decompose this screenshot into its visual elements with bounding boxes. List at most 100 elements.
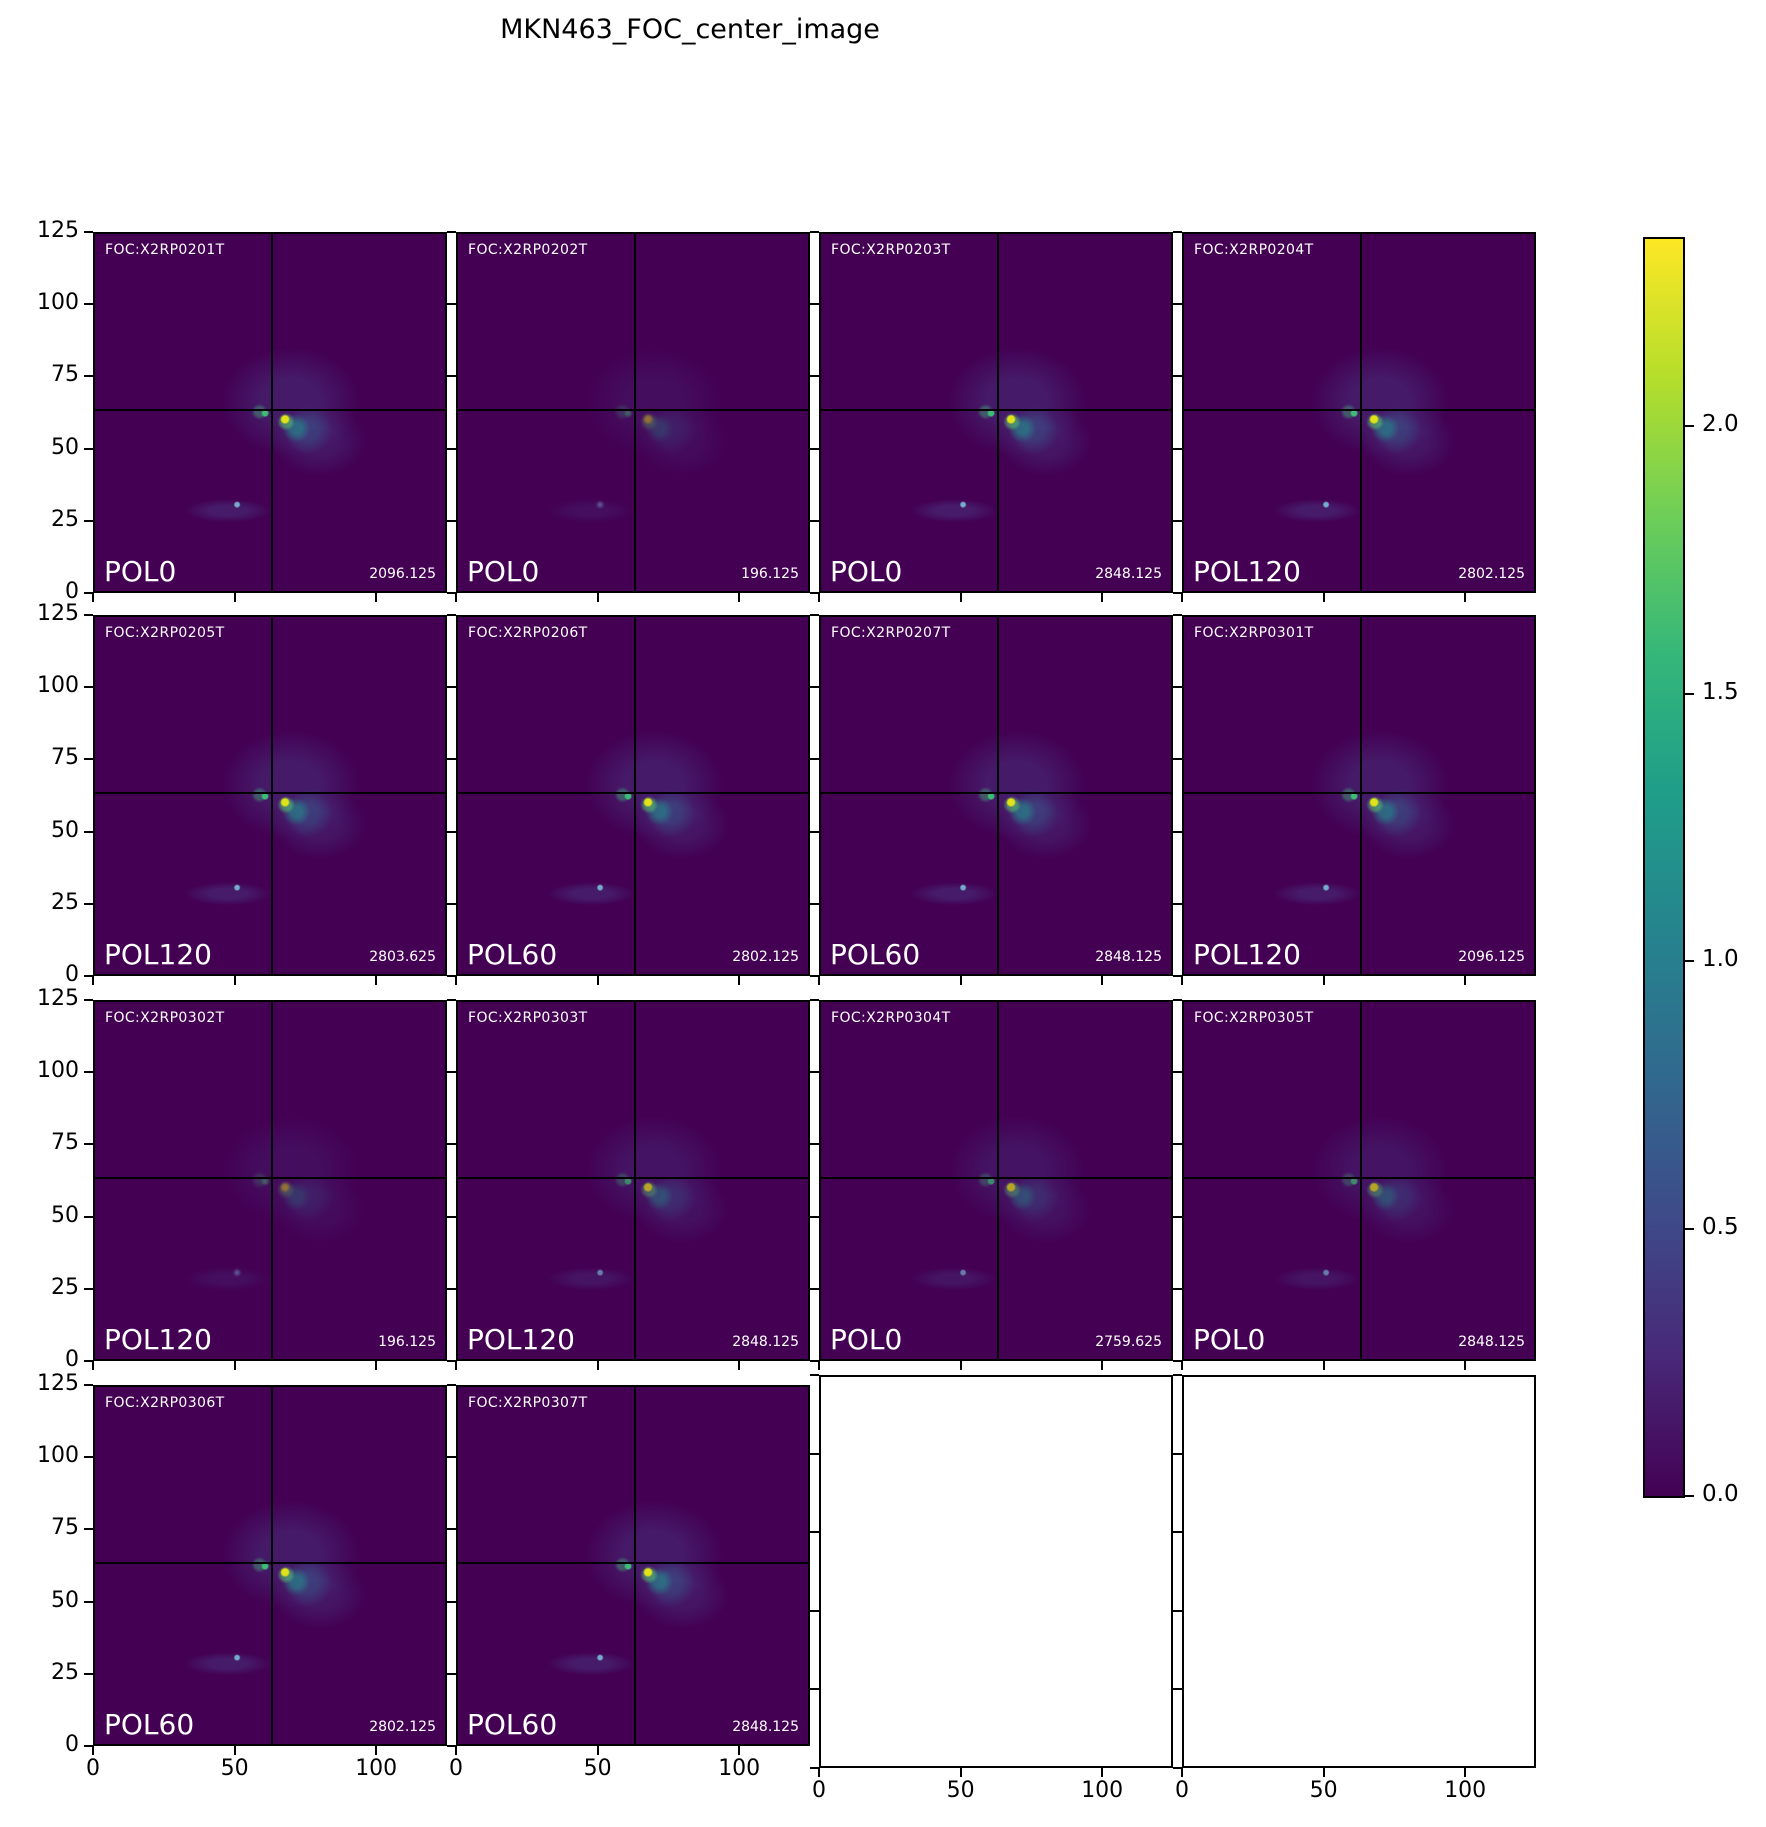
y-axis-tick (1173, 1767, 1182, 1769)
x-axis-tick (375, 1361, 378, 1370)
x-axis-tick-label: 100 (718, 1756, 761, 1781)
y-axis-tick (447, 686, 456, 689)
x-axis-tick-label: 50 (583, 1756, 612, 1781)
y-axis-tick (84, 1360, 93, 1362)
y-axis-tick (1173, 1688, 1182, 1691)
y-axis-tick (810, 1143, 819, 1146)
y-axis-tick (810, 999, 819, 1001)
exposure-value: 2848.125 (732, 1719, 799, 1735)
panel-x2rp0303t: FOC:X2RP0303T POL120 2848.125 (447, 999, 810, 1370)
x-axis-tick-label: 100 (1081, 1778, 1124, 1803)
x-axis-tick (92, 593, 94, 602)
exposure-value: 196.125 (378, 1334, 436, 1350)
y-axis-tick (1173, 1609, 1182, 1612)
y-axis-tick (84, 1384, 93, 1386)
x-axis-tick (233, 1746, 236, 1755)
crosshair-horizontal-line (95, 1562, 445, 1565)
colorbar-tick-label: 1.5 (1702, 678, 1739, 705)
panel-x2rp0207t: FOC:X2RP0207T POL60 2848.125 (810, 614, 1173, 985)
crosshair-horizontal-line (821, 409, 1171, 412)
y-axis-tick (1173, 902, 1182, 905)
y-axis-tick (84, 1600, 93, 1603)
y-axis-tick (810, 614, 819, 616)
y-axis-tick-label: 75 (51, 362, 79, 388)
y-axis-tick (810, 592, 819, 594)
crosshair-vertical-line (634, 1002, 637, 1359)
polarizer-label: POL120 (1193, 555, 1301, 588)
panel-x2rp0204t: FOC:X2RP0204T POL120 2802.125 (1173, 231, 1536, 602)
y-axis-tick (1173, 1360, 1182, 1362)
y-axis-tick (447, 231, 456, 233)
dataset-label: FOC:X2RP0304T (831, 1010, 951, 1026)
y-axis-tick (1173, 447, 1182, 450)
y-axis-tick (84, 375, 93, 378)
y-axis-tick (84, 1672, 93, 1675)
figure-title: MKN463_FOC_center_image (500, 14, 880, 45)
x-axis-tick (1322, 593, 1325, 602)
y-axis-tick (1173, 1287, 1182, 1290)
polarizer-label: POL120 (104, 938, 212, 971)
y-axis-tick (84, 758, 93, 761)
x-axis-tick-label: 50 (946, 1778, 975, 1803)
galaxy-image (821, 1002, 1171, 1359)
crosshair-horizontal-line (1184, 1177, 1534, 1180)
panel-x2rp0305t: FOC:X2RP0305T POL0 2848.125 (1173, 999, 1536, 1370)
dataset-label: FOC:X2RP0301T (1194, 625, 1314, 641)
x-axis-tick-label: 0 (1175, 1778, 1189, 1803)
x-axis-tick (375, 1746, 378, 1755)
exposure-value: 2096.125 (369, 566, 436, 582)
galaxy-image (458, 1387, 808, 1744)
y-axis-tick (1173, 758, 1182, 761)
y-axis-tick (810, 519, 819, 522)
x-axis-tick (1181, 593, 1183, 602)
x-axis-tick (596, 1361, 599, 1370)
x-axis-tick (738, 1746, 741, 1755)
x-axis-tick (1181, 1361, 1183, 1370)
image-axes: FOC:X2RP0306T POL60 2802.125 (93, 1385, 447, 1746)
y-axis-tick (447, 1360, 456, 1362)
colorbar-tick (1685, 1227, 1694, 1230)
x-axis-tick-label: 0 (86, 1756, 100, 1781)
crosshair-horizontal-line (1184, 792, 1534, 795)
galaxy-image (1184, 1002, 1534, 1359)
x-axis-tick (1464, 1768, 1467, 1777)
y-axis-tick-label: 50 (51, 1202, 79, 1228)
x-axis-tick (1101, 1768, 1104, 1777)
dataset-label: FOC:X2RP0204T (1194, 242, 1314, 258)
x-axis-tick-label: 100 (355, 1756, 398, 1781)
y-axis-tick (447, 758, 456, 761)
x-axis-tick (738, 593, 741, 602)
image-axes: FOC:X2RP0305T POL0 2848.125 (1182, 1000, 1536, 1361)
y-axis-tick (84, 1456, 93, 1459)
empty-panel: 0 50 100 (1173, 1374, 1536, 1803)
x-axis-tick-label: 0 (812, 1778, 826, 1803)
y-axis-tick (810, 447, 819, 450)
x-axis-tick (455, 593, 457, 602)
y-axis-tick (84, 1745, 93, 1747)
y-axis-tick (84, 614, 93, 616)
y-axis-tick-label: 50 (51, 434, 79, 460)
y-axis-tick-label: 25 (51, 1659, 79, 1685)
y-axis-tick (84, 1287, 93, 1290)
x-axis-tick-label: 50 (220, 1756, 249, 1781)
x-axis-tick (738, 1361, 741, 1370)
crosshair-vertical-line (1360, 234, 1363, 591)
y-axis-tick-label: 50 (51, 817, 79, 843)
colorbar-tick (1685, 1495, 1694, 1497)
crosshair-horizontal-line (458, 409, 808, 412)
exposure-value: 2803.625 (369, 949, 436, 965)
colorbar-tick-label: 0.0 (1702, 1481, 1739, 1507)
colorbar-tick (1685, 960, 1694, 963)
panel-x2rp0302t: FOC:X2RP0302T POL120 196.125 125 100 75 50 2… (37, 986, 447, 1372)
y-axis-tick-label: 100 (37, 1443, 79, 1469)
y-axis-tick (810, 1287, 819, 1290)
y-axis-tick (810, 1767, 819, 1769)
polarizer-label: POL60 (830, 938, 921, 971)
y-axis-tick-label: 125 (37, 601, 79, 626)
polarizer-label: POL0 (467, 555, 540, 588)
y-axis-tick (1173, 614, 1182, 616)
galaxy-image (458, 234, 808, 591)
y-axis-tick (1173, 830, 1182, 833)
y-axis-tick (1173, 1143, 1182, 1146)
colorbar-tick-label: 2.0 (1702, 411, 1739, 438)
